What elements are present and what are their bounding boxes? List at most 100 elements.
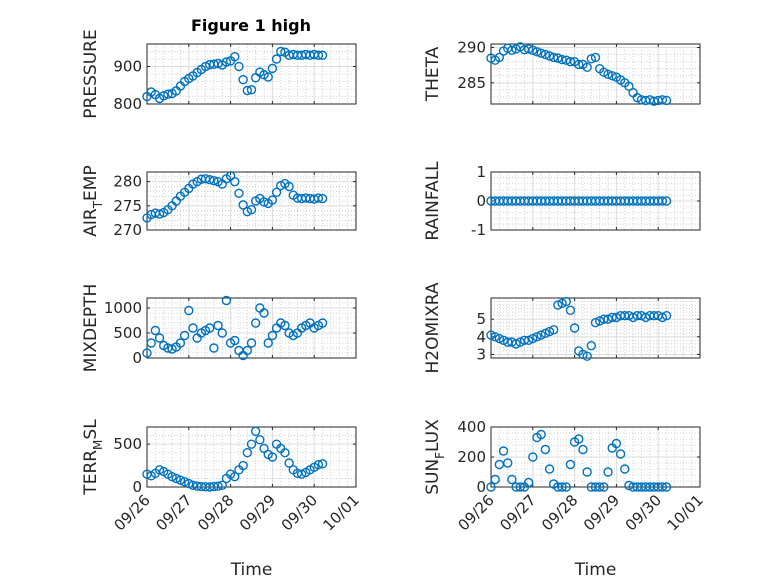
data-point xyxy=(657,482,668,492)
x-tick-label: 09/28 xyxy=(194,491,237,534)
data-point xyxy=(498,446,509,456)
data-point xyxy=(163,89,173,99)
data-point xyxy=(620,464,630,474)
data-point xyxy=(179,477,190,487)
data-point xyxy=(154,333,165,343)
y-tick-label: -1 xyxy=(471,221,486,239)
x-tick-label: 10/01 xyxy=(320,491,363,534)
y-tick-label: 500 xyxy=(113,435,142,453)
data-point xyxy=(519,335,530,346)
data-point xyxy=(494,333,505,344)
data-point xyxy=(490,474,500,485)
data-point xyxy=(246,338,257,348)
data-point xyxy=(528,45,538,56)
y-tick-label: 0 xyxy=(132,478,142,496)
data-point xyxy=(536,330,546,340)
data-point xyxy=(574,434,584,444)
data-point xyxy=(221,295,232,306)
x-tick-label: 09/27 xyxy=(496,491,539,534)
data-point xyxy=(540,444,551,455)
x-tick-label: 09/29 xyxy=(236,491,279,534)
data-point xyxy=(611,312,622,323)
data-point xyxy=(565,56,576,67)
data-point xyxy=(280,448,290,458)
data-point xyxy=(498,335,509,346)
y-tick-label: 3 xyxy=(476,345,486,363)
data-point xyxy=(590,318,601,328)
data-point xyxy=(615,449,626,459)
data-point xyxy=(242,85,253,96)
y-axis-label: THETA xyxy=(423,46,443,102)
data-point xyxy=(599,314,609,324)
data-point xyxy=(230,176,240,187)
data-point xyxy=(271,187,282,198)
data-point xyxy=(523,335,534,346)
y-tick-label: 200 xyxy=(457,448,486,466)
data-point xyxy=(238,200,248,210)
data-point xyxy=(230,52,240,62)
axes-frame xyxy=(146,43,357,105)
data-point xyxy=(661,482,672,492)
y-axis-label: MIXDEPTH xyxy=(81,284,101,373)
axes-frame xyxy=(146,171,357,231)
data-point xyxy=(250,318,261,328)
x-tick-label: 09/29 xyxy=(580,491,623,534)
data-point xyxy=(296,469,307,479)
data-point xyxy=(230,472,240,482)
x-tick-label: 09/30 xyxy=(622,491,665,534)
data-point xyxy=(649,310,659,321)
data-point xyxy=(582,351,592,361)
data-point xyxy=(544,51,555,61)
data-point xyxy=(246,439,257,449)
data-point xyxy=(175,475,186,485)
data-point xyxy=(204,323,215,333)
data-point xyxy=(494,52,505,63)
axes-pressure: 800 900 PRESSURE xyxy=(81,29,357,119)
data-point xyxy=(536,429,546,440)
x-tick-label: 09/28 xyxy=(538,491,581,534)
data-point xyxy=(317,318,328,328)
data-point xyxy=(536,48,546,58)
data-point xyxy=(280,320,290,331)
data-point xyxy=(267,452,278,462)
y-axis-label: H2OMIXRA xyxy=(423,282,443,373)
data-point xyxy=(594,482,605,492)
data-point xyxy=(221,57,232,67)
data-point xyxy=(154,209,165,219)
data-point xyxy=(607,312,617,323)
data-point xyxy=(561,482,571,492)
axes-air_temp: 270 275 280 AIRTEMP xyxy=(81,165,357,239)
data-point xyxy=(574,59,584,70)
data-point xyxy=(238,460,248,471)
data-point xyxy=(540,328,551,338)
data-point xyxy=(242,345,253,356)
data-point xyxy=(238,74,248,85)
y-label-part: AIR xyxy=(81,208,101,237)
data-point xyxy=(242,448,253,458)
data-point xyxy=(607,71,617,81)
data-point xyxy=(503,337,513,347)
y-label-part: LUX xyxy=(423,419,443,452)
y-tick-label: 270 xyxy=(113,221,142,239)
data-point xyxy=(313,460,324,470)
x-axis-label: Time xyxy=(574,560,617,580)
data-point xyxy=(586,54,597,64)
data-point xyxy=(171,473,181,484)
y-tick-label: 800 xyxy=(113,95,142,113)
data-point xyxy=(557,54,567,65)
data-point xyxy=(317,193,328,204)
data-point xyxy=(657,196,668,206)
y-tick-label: 285 xyxy=(457,74,486,92)
data-point xyxy=(523,44,534,54)
y-label-part: TERR xyxy=(81,450,101,496)
data-point xyxy=(515,482,525,492)
data-point xyxy=(540,49,551,60)
data-point xyxy=(507,474,517,485)
data-point xyxy=(528,333,538,344)
data-point xyxy=(234,188,244,198)
y-tick-label: 280 xyxy=(113,173,142,191)
data-point xyxy=(167,472,177,482)
y-tick-label: 500 xyxy=(113,324,142,342)
data-point xyxy=(628,312,638,323)
